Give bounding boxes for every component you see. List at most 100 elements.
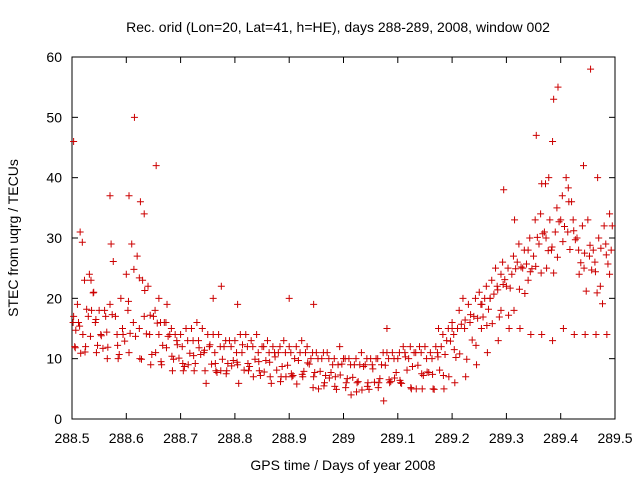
data-point — [418, 385, 426, 393]
data-point — [294, 356, 302, 364]
x-tick-label: 289.1 — [380, 430, 415, 446]
data-point — [472, 341, 480, 349]
data-point — [369, 365, 377, 373]
data-point — [483, 321, 491, 329]
data-point — [398, 379, 406, 387]
data-point — [368, 361, 376, 369]
data-point — [587, 65, 595, 73]
data-point — [501, 276, 509, 284]
data-point — [246, 363, 254, 371]
data-point — [407, 384, 415, 392]
data-point — [285, 294, 293, 302]
data-point — [142, 330, 150, 338]
data-point — [394, 355, 402, 363]
data-point — [86, 332, 94, 340]
data-point — [118, 325, 126, 332]
data-point — [315, 385, 323, 393]
data-point — [311, 369, 319, 377]
data-point — [88, 306, 96, 314]
data-point — [307, 355, 315, 363]
data-point — [144, 282, 152, 290]
data-point — [554, 83, 562, 91]
data-point — [148, 350, 156, 358]
data-point — [168, 352, 176, 360]
data-point — [417, 349, 425, 357]
data-point — [602, 251, 610, 259]
data-point — [89, 289, 97, 297]
data-point — [421, 343, 429, 351]
data-point — [578, 222, 586, 230]
data-point — [546, 216, 554, 224]
y-tick-label: 30 — [46, 230, 62, 246]
data-point — [448, 318, 456, 326]
data-point — [139, 276, 147, 284]
data-point — [97, 332, 105, 340]
x-tick-label: 289 — [332, 430, 356, 446]
data-point — [448, 325, 456, 332]
data-point — [179, 359, 187, 367]
data-point — [107, 240, 115, 248]
data-point — [464, 300, 472, 308]
data-point — [569, 216, 577, 224]
x-axis-label: GPS time / Days of year 2008 — [250, 457, 435, 473]
data-point — [195, 337, 203, 345]
data-point — [187, 325, 195, 332]
data-point — [515, 285, 523, 293]
data-point — [521, 290, 529, 298]
y-tick-label: 10 — [46, 351, 62, 367]
data-point — [173, 337, 181, 345]
data-point — [499, 258, 507, 266]
data-point — [249, 343, 257, 351]
data-point — [519, 264, 527, 272]
data-point — [352, 355, 360, 363]
data-point — [153, 319, 161, 327]
y-axis: 0 10 20 30 40 50 60 — [46, 49, 615, 427]
data-point — [135, 325, 143, 332]
data-point — [428, 355, 436, 363]
data-point — [177, 331, 185, 339]
data-point — [271, 353, 279, 361]
data-point — [539, 230, 547, 238]
data-point — [146, 311, 154, 319]
data-point — [209, 294, 217, 302]
data-point — [130, 113, 138, 121]
data-point — [80, 276, 88, 284]
data-point — [537, 269, 545, 277]
data-point — [500, 186, 508, 194]
y-tick-label: 20 — [46, 290, 62, 306]
data-point — [607, 246, 615, 254]
data-point — [155, 294, 163, 302]
data-point — [304, 359, 312, 367]
data-point — [564, 184, 572, 192]
y-tick-label: 0 — [54, 411, 62, 427]
data-point — [178, 343, 186, 351]
data-point — [229, 356, 237, 364]
data-point — [570, 331, 578, 339]
data-point — [437, 343, 445, 351]
data-point — [322, 372, 330, 380]
data-point — [223, 367, 231, 375]
data-point — [342, 379, 350, 387]
plot-area: 288.5 288.6 288.7 288.8 288.9 289 289.1 289.2 28… — [46, 49, 632, 446]
data-point — [81, 348, 89, 356]
data-point — [77, 349, 85, 357]
data-point — [461, 325, 469, 332]
data-point — [269, 343, 277, 351]
data-point — [79, 331, 87, 339]
data-point — [524, 276, 532, 284]
data-points — [69, 65, 616, 405]
data-point — [240, 366, 248, 374]
data-point — [91, 318, 99, 326]
data-point — [330, 355, 338, 363]
data-point — [509, 252, 517, 260]
data-point — [288, 373, 296, 381]
data-point — [357, 349, 365, 357]
data-point — [575, 246, 583, 254]
data-point — [291, 355, 299, 363]
data-point — [461, 316, 469, 324]
data-point — [459, 294, 467, 302]
data-point — [436, 366, 444, 374]
data-point — [92, 315, 100, 323]
data-point — [167, 325, 175, 332]
data-point — [318, 355, 326, 363]
